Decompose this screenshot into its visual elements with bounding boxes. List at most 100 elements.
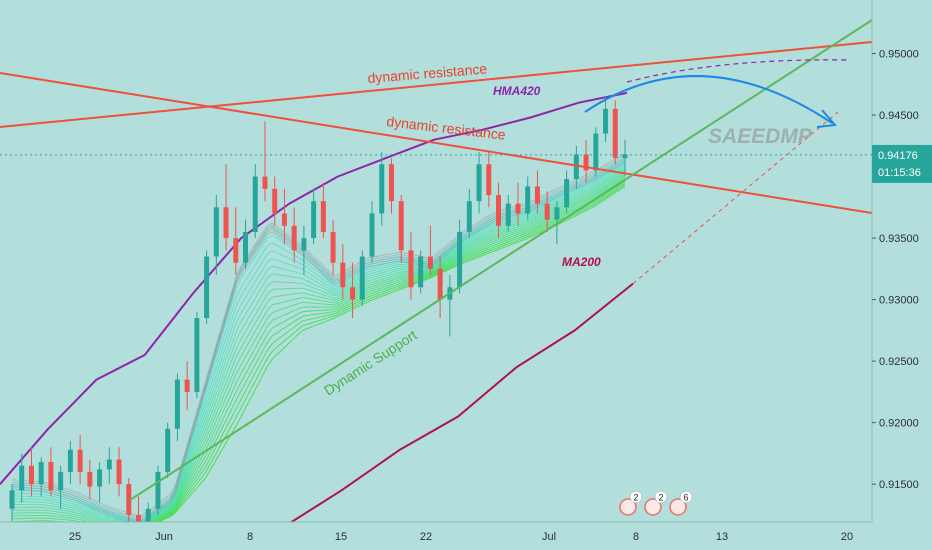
candle-body — [622, 154, 628, 159]
candle-body — [281, 213, 287, 226]
ribbon-line — [11, 162, 626, 524]
candle-body — [525, 186, 531, 214]
candle-body — [496, 195, 502, 226]
candle-body — [505, 203, 511, 226]
candle-body — [564, 179, 570, 208]
candle-body — [252, 176, 258, 232]
candle-body — [291, 225, 297, 251]
price-tick-label: 0.92000 — [879, 418, 919, 430]
candle-body — [340, 262, 346, 288]
ribbon-line — [11, 167, 626, 525]
ribbon-fast-line — [11, 162, 626, 526]
event-count-bubble — [629, 490, 643, 504]
projection-drawings[interactable] — [584, 59, 849, 128]
candle-body — [165, 428, 171, 472]
ma200-label: MA200 — [562, 255, 601, 269]
candle-body — [330, 231, 336, 263]
time-tick-label: 20 — [841, 531, 853, 543]
candle-body — [486, 164, 492, 196]
candle-body — [466, 201, 472, 232]
event-flag-icon — [619, 498, 637, 516]
candle-body — [116, 459, 122, 485]
candle-body — [106, 459, 112, 470]
event-count-bubble — [654, 490, 668, 504]
candle-body — [359, 256, 365, 300]
candle-body — [573, 154, 579, 180]
ma200-line — [254, 282, 634, 550]
candle-body — [515, 203, 521, 214]
candle-body — [534, 186, 540, 204]
ribbon-line — [11, 165, 626, 525]
countdown-label: 01:15:36 — [878, 167, 921, 179]
ma200-line-group — [254, 111, 839, 550]
time-axis[interactable]: 25 Jun 8 15 22 Jul 8 13 20 — [0, 521, 932, 550]
candle-body — [272, 188, 278, 214]
event-count-label: 6 — [683, 493, 688, 503]
time-tick-label: 8 — [633, 531, 639, 543]
candle-body — [583, 154, 589, 171]
candle-body — [38, 462, 44, 485]
event-badges[interactable]: 2 2 6 — [619, 490, 693, 516]
candle-body — [48, 462, 54, 491]
price-axis-background — [872, 0, 932, 550]
candle-body — [19, 465, 25, 491]
candle-body — [544, 203, 550, 220]
last-price-marker: 0.94176 01:15:36 — [0, 144, 932, 183]
candle-body — [603, 108, 609, 134]
price-tick-label: 0.95000 — [879, 49, 919, 61]
event-count-label: 2 — [633, 493, 638, 503]
time-tick-label: 8 — [247, 531, 253, 543]
candle-body — [97, 469, 103, 487]
candle-body — [67, 449, 73, 472]
candle-body — [311, 201, 317, 239]
candle-body — [350, 287, 356, 300]
candle-body — [58, 471, 64, 491]
candle-body — [437, 268, 443, 300]
candle-body — [554, 207, 560, 220]
ribbon-line — [11, 164, 626, 524]
price-axis[interactable]: 0.950000.945000.940000.935000.930000.925… — [871, 0, 932, 550]
price-tick-label: 0.93500 — [879, 233, 919, 245]
ribbon-fast-line — [11, 153, 626, 517]
candle-body — [379, 164, 385, 214]
candle-body — [593, 133, 599, 171]
candle-body — [408, 250, 414, 288]
candle-body — [418, 256, 424, 288]
candle-body — [233, 238, 239, 263]
price-tick-label: 0.93000 — [879, 295, 919, 307]
support-line — [129, 19, 873, 501]
candle-body — [87, 471, 93, 487]
ribbon-fast-line — [11, 159, 626, 524]
hma420-label: HMA420 — [493, 84, 541, 98]
candle-body — [476, 164, 482, 202]
candle-body — [9, 490, 15, 509]
last-price-label: 0.94176 — [878, 150, 918, 162]
candle-body — [204, 256, 210, 319]
candle-body — [320, 201, 326, 232]
hma-projection-line — [626, 59, 849, 83]
projection-arrowhead — [816, 109, 838, 128]
time-tick-label: 15 — [335, 531, 347, 543]
time-tick-label: 22 — [420, 531, 432, 543]
time-tick-label: Jun — [155, 531, 173, 543]
price-tick-label: 0.91500 — [879, 479, 919, 491]
candle-body — [301, 238, 307, 251]
time-axis-background — [0, 522, 932, 550]
candle-body — [77, 449, 83, 472]
candle-body — [398, 201, 404, 251]
trend-lines[interactable] — [0, 19, 873, 501]
event-flag-icon — [669, 498, 687, 516]
candle-body — [145, 508, 151, 534]
candle-body — [194, 318, 200, 392]
candle-body — [243, 231, 249, 263]
candle-body — [184, 379, 190, 392]
time-tick-label: 25 — [69, 531, 81, 543]
resistance-line-lower — [0, 72, 873, 214]
candle-body — [457, 231, 463, 288]
candle-body — [427, 256, 433, 269]
ribbon-fast-line — [11, 157, 626, 522]
ribbon-fast-line — [11, 155, 626, 519]
